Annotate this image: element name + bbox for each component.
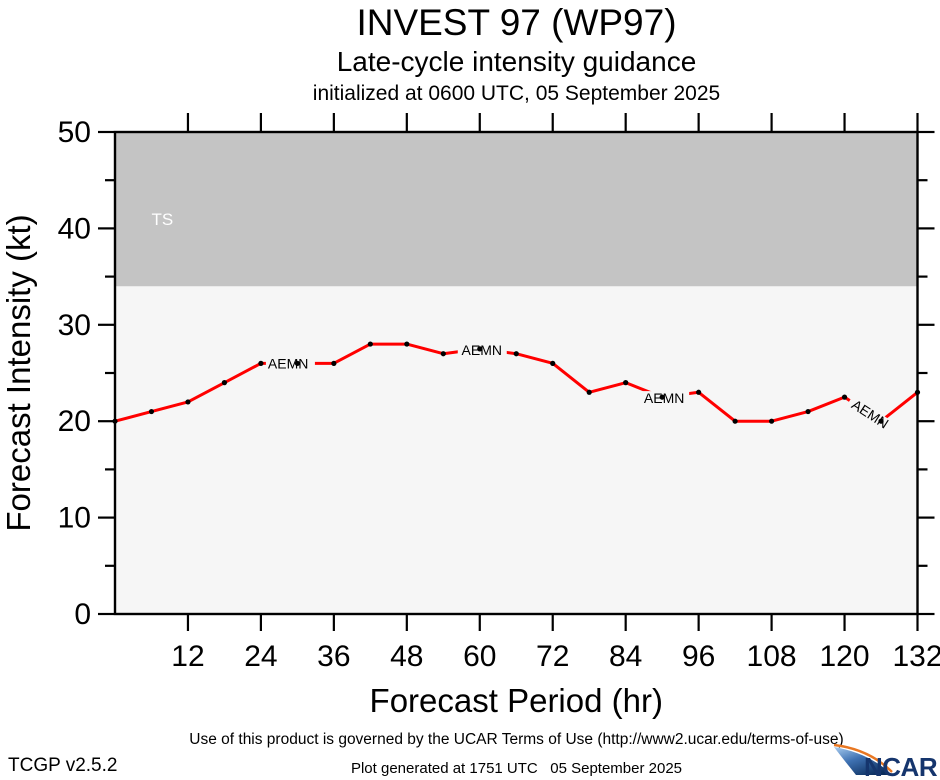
series-model-label: AEMN: [644, 390, 684, 406]
x-tick-label: 12: [171, 640, 204, 673]
data-point: [477, 346, 483, 352]
y-tick-label: 0: [74, 598, 91, 631]
x-axis-title: Forecast Period (hr): [370, 682, 663, 719]
plot-frame: [113, 130, 919, 616]
data-point: [513, 351, 519, 357]
x-tick-label: 108: [747, 640, 797, 673]
data-point: [841, 394, 848, 400]
data-point: [258, 360, 264, 366]
ts-band: [115, 132, 918, 287]
data-point: [805, 408, 811, 415]
series-label-mask: [640, 391, 690, 406]
data-point: [221, 380, 228, 386]
data-point: [331, 360, 337, 366]
data-point: [768, 418, 775, 424]
y-tick-label: 40: [58, 212, 91, 245]
app-version-label: TCGP v2.5.2: [8, 755, 118, 776]
data-point: [404, 341, 410, 347]
below-ts-region: [115, 286, 918, 614]
x-tick-label: 84: [609, 640, 642, 673]
x-tick-label: 72: [536, 640, 569, 673]
y-tick-label: 30: [58, 309, 91, 342]
ts-band-label: TS: [151, 210, 173, 229]
x-tick-label: 48: [390, 640, 423, 673]
data-point: [878, 418, 884, 424]
x-tick-label: 120: [820, 640, 870, 673]
data-point: [148, 408, 155, 415]
series-label-mask: [265, 356, 315, 372]
y-axis-title: Forecast Intensity (kt): [0, 214, 37, 531]
data-point: [367, 341, 373, 347]
footer-bar: TCGP v2.5.2 Plot generated at 1751 UTC 0…: [0, 743, 940, 780]
terms-of-use-text: Use of this product is governed by the U…: [189, 731, 844, 748]
ncar-swoosh-orange-arc-icon: [833, 743, 893, 773]
data-point: [294, 360, 300, 366]
data-point: [696, 389, 702, 395]
ncar-wordmark: NCAR: [864, 752, 938, 779]
data-point: [440, 351, 446, 357]
init-time-label: initialized at 0600 UTC, 05 September 20…: [312, 82, 721, 105]
data-point: [732, 418, 738, 424]
data-point: [185, 399, 191, 405]
generated-timestamp: Plot generated at 1751 UTC 05 September …: [350, 760, 683, 777]
series-label-mask: [845, 395, 894, 435]
x-tick-label: 24: [244, 640, 277, 673]
data-point: [659, 394, 665, 400]
data-point: [550, 360, 556, 366]
series-label-mask: [457, 342, 507, 357]
y-tick-label: 20: [58, 405, 91, 438]
series-model-label: AEMN: [268, 355, 308, 371]
x-tick-label: 36: [317, 640, 350, 673]
x-tick-label: 60: [463, 640, 496, 673]
data-point: [623, 380, 629, 386]
ncar-swoosh-icon: [834, 747, 892, 775]
y-tick-label: 50: [58, 116, 91, 149]
series-model-label: AEMN: [462, 342, 502, 358]
x-tick-label: 132: [892, 640, 940, 673]
ncar-logo: NCAR: [833, 743, 938, 779]
y-tick-label: 10: [58, 502, 91, 535]
plot-subtitle: Late-cycle intensity guidance: [336, 46, 697, 77]
page-title: INVEST 97 (WP97): [356, 2, 677, 43]
data-point: [586, 389, 592, 395]
x-tick-label: 96: [682, 640, 715, 673]
